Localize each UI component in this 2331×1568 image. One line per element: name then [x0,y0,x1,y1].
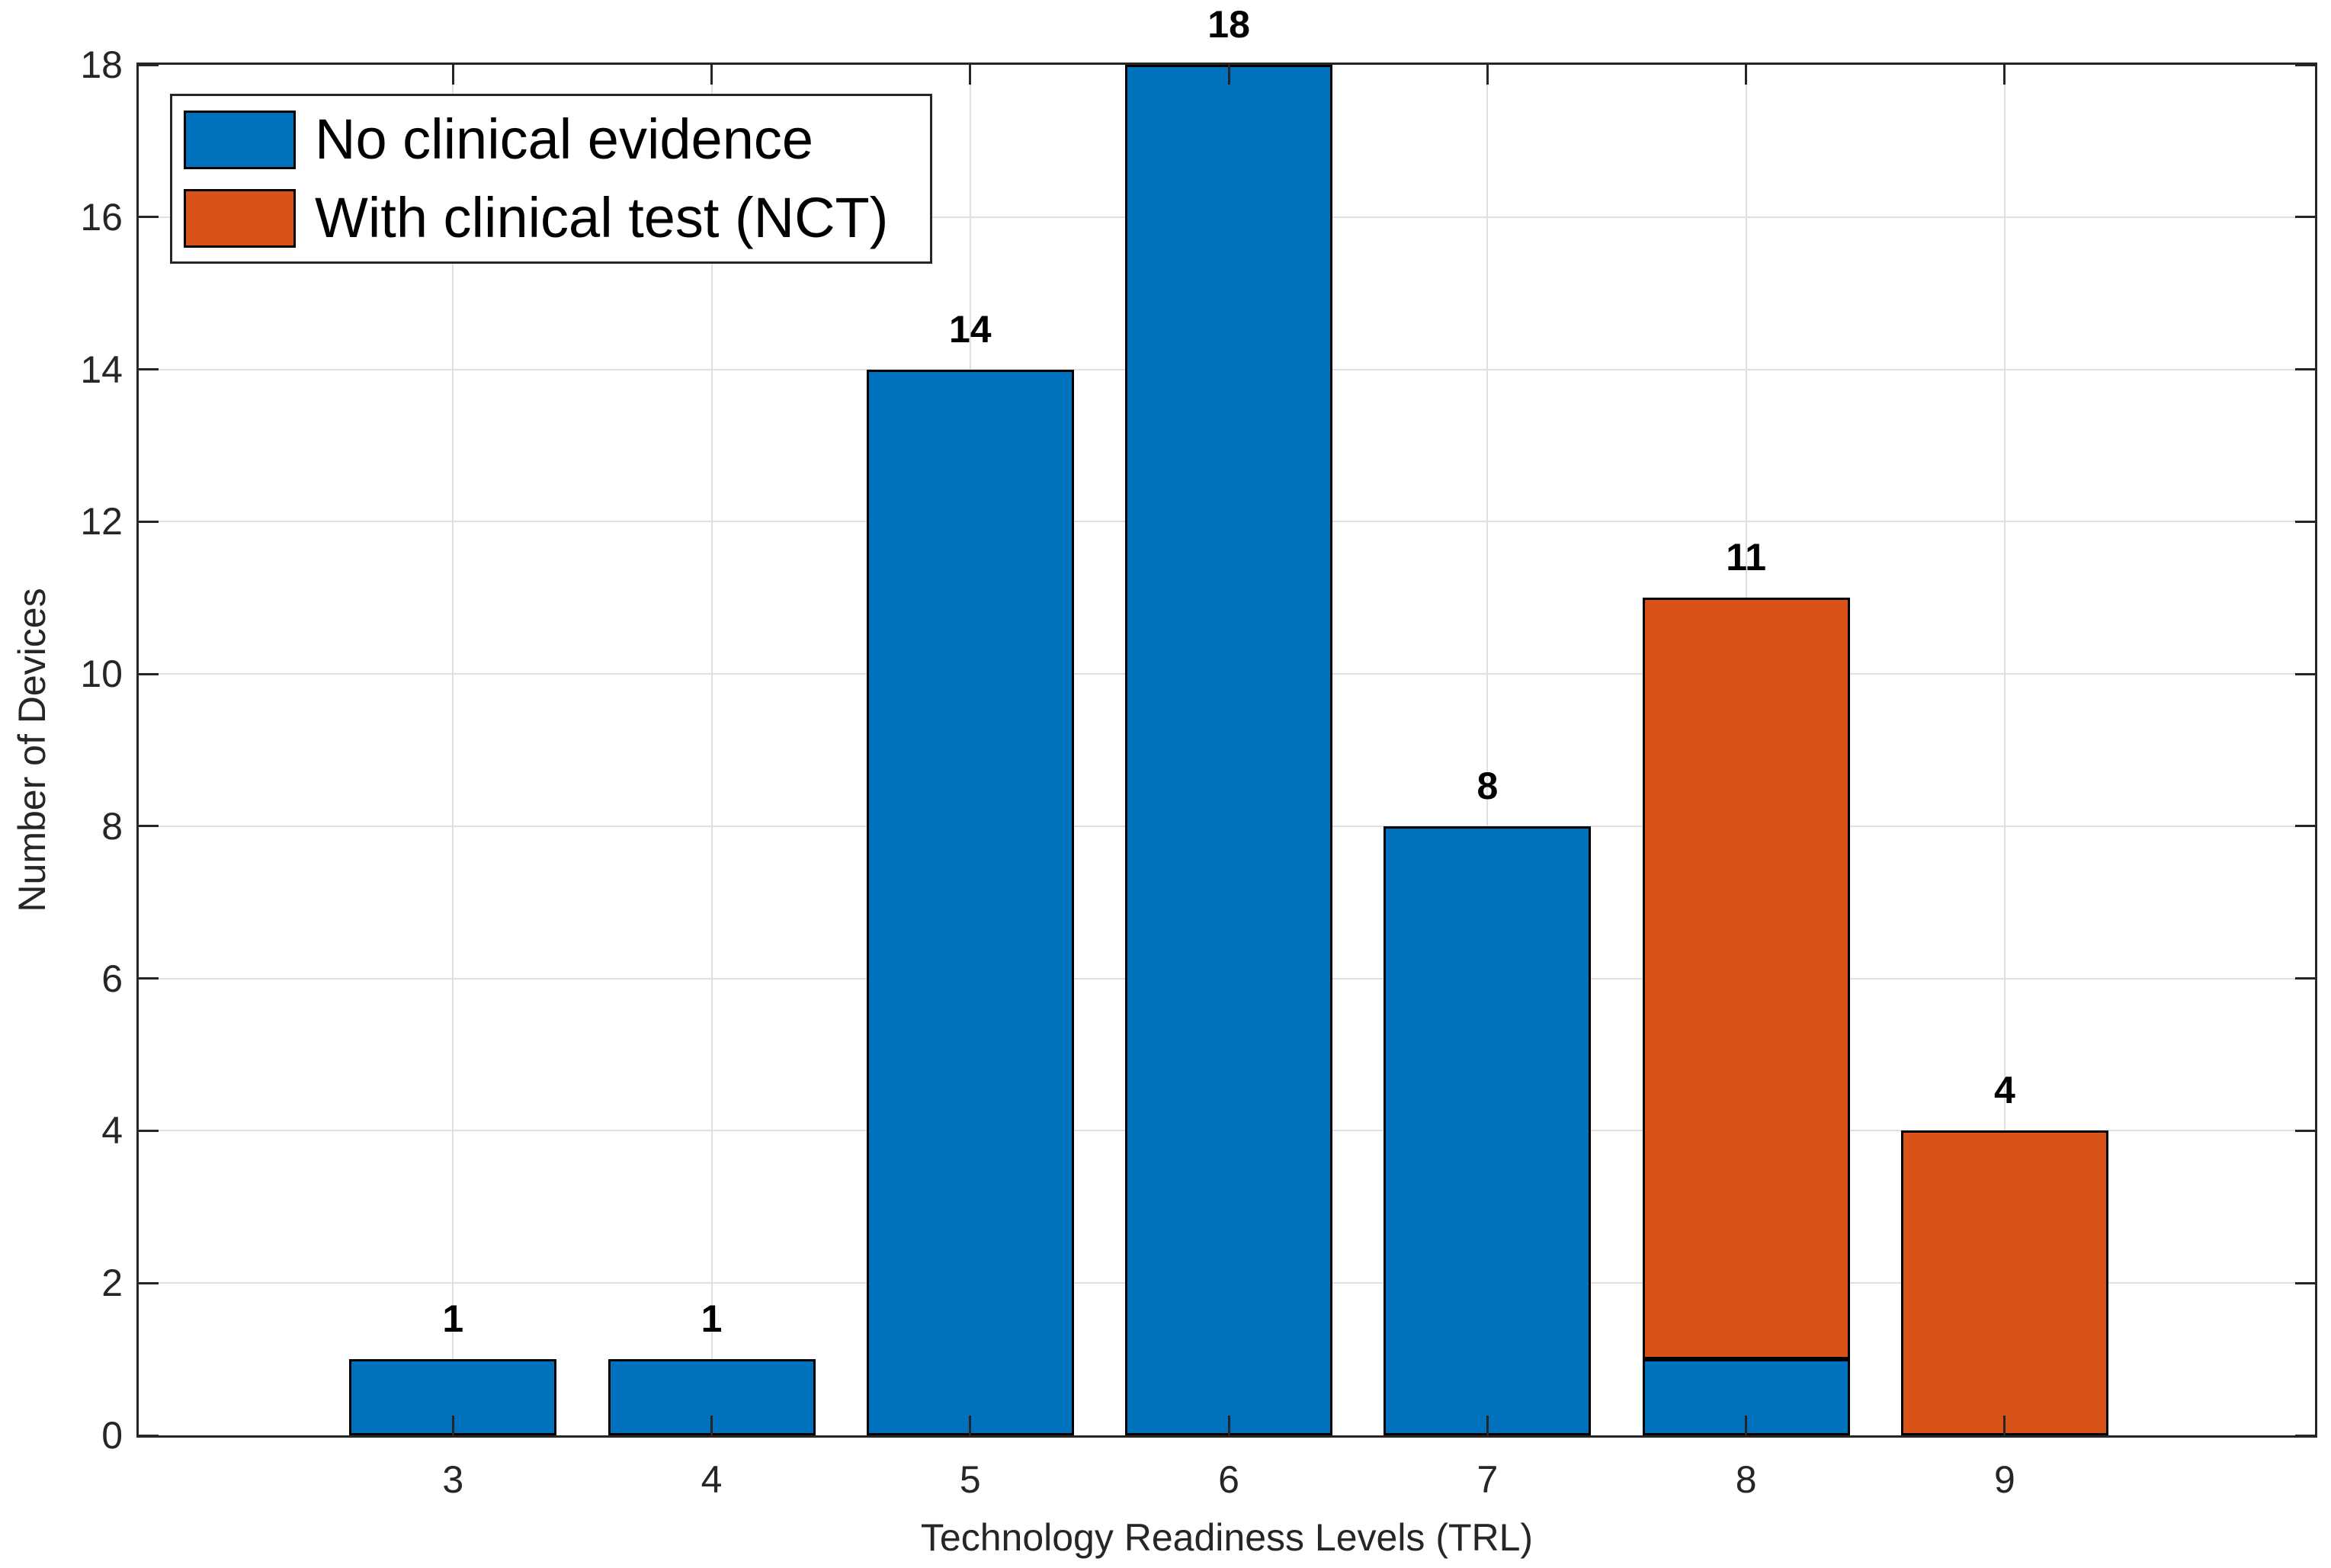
ytick-label-14: 14 [80,348,123,391]
y-tick-mark-left-16 [139,216,159,219]
x-tick-mark-top-6 [1227,65,1230,85]
ytick-label-16: 16 [80,195,123,239]
y-tick-mark-right-10 [2295,672,2315,675]
xtick-label-6: 6 [1218,1458,1239,1501]
gridline-x-3 [452,65,454,1435]
gridline-x-4 [710,65,713,1435]
y-tick-mark-right-8 [2295,825,2315,828]
gridline-x-9 [2003,65,2006,1435]
ytick-label-12: 12 [80,500,123,544]
bar-value-label-trl-9: 4 [1993,1069,2015,1112]
y-tick-mark-left-4 [139,1129,159,1132]
xtick-label-3: 3 [442,1458,464,1501]
y-tick-mark-right-16 [2295,216,2315,219]
x-tick-mark-top-8 [1745,65,1748,85]
x-tick-mark-bottom-9 [2003,1416,2006,1435]
bar-trl-7-no-clinical-evidence [1384,826,1592,1435]
y-axis-label: Number of Devices [11,588,53,912]
y-tick-mark-left-18 [139,63,159,66]
y-tick-mark-right-6 [2295,977,2315,980]
ytick-label-6: 6 [101,957,123,1000]
legend: No clinical evidence With clinical test … [170,94,932,264]
y-tick-mark-right-0 [2295,1434,2315,1437]
ytick-label-2: 2 [101,1262,123,1305]
xtick-label-8: 8 [1735,1458,1757,1501]
legend-swatch-orange [184,188,296,248]
bar-value-label-trl-3: 1 [442,1297,464,1341]
legend-entry-with-clinical-test: With clinical test (NCT) [184,186,930,249]
xtick-label-9: 9 [1993,1458,2015,1501]
gridline-x-7 [1486,65,1489,1435]
x-tick-mark-bottom-3 [451,1416,454,1435]
y-tick-mark-left-14 [139,368,159,371]
xtick-label-7: 7 [1477,1458,1499,1501]
ytick-label-10: 10 [80,653,123,696]
y-tick-mark-left-8 [139,825,159,828]
legend-swatch-blue [184,110,296,169]
bar-value-label-trl-5: 14 [948,307,992,351]
y-tick-mark-right-2 [2295,1281,2315,1284]
x-tick-mark-top-9 [2003,65,2006,85]
x-tick-mark-top-5 [969,65,972,85]
x-tick-mark-top-7 [1486,65,1489,85]
ytick-label-18: 18 [80,43,123,86]
y-tick-mark-right-14 [2295,368,2315,371]
bar-trl-6-no-clinical-evidence [1125,65,1333,1435]
xtick-label-5: 5 [959,1458,981,1501]
bar-trl-5-no-clinical-evidence [866,369,1074,1435]
x-tick-mark-top-4 [710,65,713,85]
y-tick-mark-left-12 [139,520,159,523]
legend-label: No clinical evidence [315,107,814,171]
y-tick-mark-left-2 [139,1281,159,1284]
bar-value-label-trl-4: 1 [701,1297,723,1341]
x-tick-mark-bottom-6 [1227,1416,1230,1435]
plot-area: 1 1 14 18 8 11 4 [136,5,2317,1438]
legend-label: With clinical test (NCT) [315,186,889,249]
x-tick-mark-bottom-7 [1486,1416,1489,1435]
ytick-label-4: 4 [101,1109,123,1153]
y-tick-mark-right-18 [2295,63,2315,66]
bar-value-label-trl-6: 18 [1207,3,1250,46]
x-tick-mark-bottom-8 [1745,1416,1748,1435]
y-tick-mark-left-0 [139,1434,159,1437]
x-tick-mark-top-3 [451,65,454,85]
bar-trl-9-with-clinical-test-nct [1900,1130,2108,1435]
bar-value-label-trl-7: 8 [1477,764,1499,807]
legend-entry-no-clinical-evidence: No clinical evidence [184,107,930,171]
y-tick-mark-left-6 [139,977,159,980]
ytick-label-8: 8 [101,804,123,848]
bar-value-label-trl-8: 11 [1726,536,1767,579]
x-tick-mark-bottom-5 [969,1416,972,1435]
y-tick-mark-left-10 [139,672,159,675]
xtick-label-4: 4 [701,1458,723,1501]
x-tick-mark-bottom-4 [710,1416,713,1435]
y-tick-mark-right-12 [2295,520,2315,523]
y-tick-mark-right-4 [2295,1129,2315,1132]
x-axis-label: Technology Readiness Levels (TRL) [920,1516,1534,1559]
ytick-label-0: 0 [101,1414,123,1457]
bar-trl-8-with-clinical-test-nct [1642,598,1850,1360]
